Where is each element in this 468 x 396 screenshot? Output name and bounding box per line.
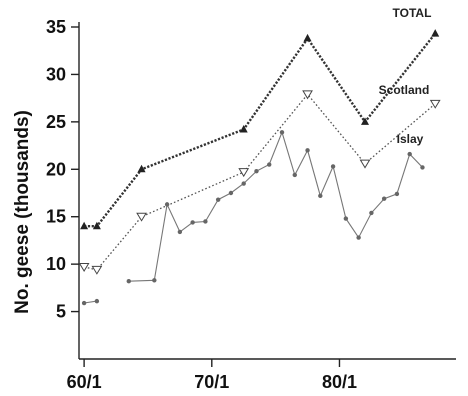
y-tick-label: 10 bbox=[46, 254, 66, 274]
point-islay bbox=[254, 168, 259, 174]
series-line-islay bbox=[128, 130, 423, 282]
point-islay bbox=[177, 229, 183, 235]
point-total bbox=[431, 29, 440, 37]
series-scotland: Scotland bbox=[78, 83, 441, 275]
point-scotland bbox=[302, 90, 313, 100]
point-scotland bbox=[91, 265, 103, 275]
point-islay bbox=[292, 172, 297, 178]
point-islay bbox=[305, 148, 310, 153]
point-islay bbox=[267, 162, 272, 167]
y-tick-label: 20 bbox=[46, 159, 66, 179]
point-total bbox=[361, 117, 370, 125]
point-islay bbox=[203, 219, 208, 224]
x-tick-label: 60/1 bbox=[67, 372, 102, 392]
point-islay bbox=[369, 210, 374, 216]
point-islay bbox=[152, 278, 157, 283]
y-tick-label: 5 bbox=[56, 302, 66, 322]
series-islay: Islay bbox=[81, 130, 425, 306]
series-line-scotland bbox=[83, 93, 436, 271]
series-label-islay: Islay bbox=[397, 132, 424, 146]
x-tick-label: 80/1 bbox=[322, 372, 357, 392]
point-islay bbox=[330, 164, 336, 169]
series-layer: TOTAL Scotland Islay bbox=[78, 6, 441, 306]
axes bbox=[78, 22, 456, 360]
point-islay bbox=[279, 130, 285, 135]
point-scotland bbox=[78, 262, 90, 272]
point-islay bbox=[228, 190, 234, 196]
point-islay bbox=[164, 202, 170, 207]
series-label-scotland: Scotland bbox=[379, 83, 430, 97]
point-islay bbox=[94, 298, 100, 304]
point-islay bbox=[381, 196, 387, 201]
x-axis-ticks: 60/1 70/1 80/1 bbox=[67, 359, 357, 392]
point-islay bbox=[215, 197, 221, 202]
point-islay bbox=[318, 193, 323, 199]
x-tick-label: 70/1 bbox=[194, 372, 229, 392]
point-total bbox=[303, 33, 312, 42]
y-tick-label: 30 bbox=[46, 64, 66, 84]
point-islay bbox=[126, 279, 131, 284]
point-islay bbox=[420, 165, 425, 170]
point-islay bbox=[356, 235, 361, 240]
y-tick-label: 25 bbox=[46, 112, 66, 132]
y-tick-label: 15 bbox=[46, 207, 66, 227]
y-tick-label: 35 bbox=[46, 17, 66, 37]
point-total bbox=[80, 221, 89, 230]
point-islay bbox=[81, 300, 87, 306]
point-islay bbox=[394, 191, 400, 197]
point-islay bbox=[343, 216, 349, 221]
point-islay bbox=[190, 220, 195, 225]
point-islay bbox=[241, 181, 246, 186]
series-label-total: TOTAL bbox=[393, 6, 432, 20]
point-islay bbox=[407, 151, 412, 157]
point-scotland bbox=[429, 99, 441, 109]
y-axis-ticks: 5 10 15 20 25 30 35 bbox=[46, 17, 79, 322]
point-total bbox=[92, 221, 101, 230]
point-total bbox=[137, 164, 146, 173]
series-total: TOTAL bbox=[80, 6, 440, 230]
point-scotland bbox=[136, 212, 147, 222]
point-scotland bbox=[359, 159, 371, 169]
point-scotland bbox=[238, 168, 250, 178]
y-axis-title: No. geese (thousands) bbox=[12, 110, 33, 314]
point-total bbox=[239, 124, 248, 133]
